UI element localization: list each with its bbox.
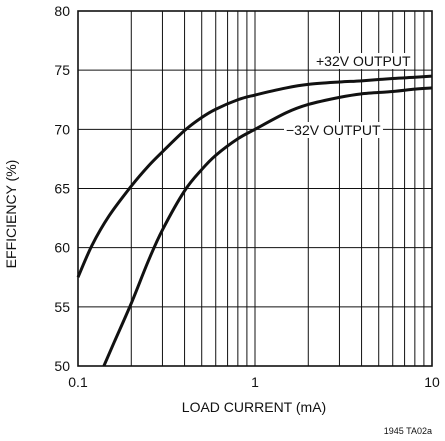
- x-tick-label: 1: [251, 374, 259, 390]
- grid-lines: [77, 10, 433, 367]
- y-tick-label: 75: [54, 62, 70, 78]
- series-label-background: [284, 122, 383, 138]
- series-lines: [76, 74, 433, 367]
- series-line-minus-32v: [102, 86, 433, 367]
- y-tick-label: 50: [54, 358, 70, 374]
- x-tick-label: 10: [424, 374, 440, 390]
- y-tick-label: 55: [54, 299, 70, 315]
- series-label-background: [314, 53, 413, 69]
- x-axis-title: LOAD CURRENT (mA): [182, 399, 326, 415]
- tick-labels: 0.1 1 10 50 55 60 65 70 75 80: [54, 3, 440, 390]
- plot-frame: [77, 10, 433, 367]
- y-tick-label: 70: [54, 121, 70, 137]
- x-tick-label: 0.1: [68, 374, 88, 390]
- y-tick-label: 80: [54, 3, 70, 19]
- series-label-plus-32v: +32V OUTPUT: [316, 53, 411, 69]
- series-label-minus-32v: −32V OUTPUT: [286, 122, 381, 138]
- y-axis-title: EFFICIENCY (%): [3, 160, 19, 269]
- series-line-plus-32v: [76, 74, 433, 278]
- y-tick-label: 60: [54, 240, 70, 256]
- y-tick-label: 65: [54, 181, 70, 197]
- figure-footnote: 1945 TA02a: [384, 426, 432, 436]
